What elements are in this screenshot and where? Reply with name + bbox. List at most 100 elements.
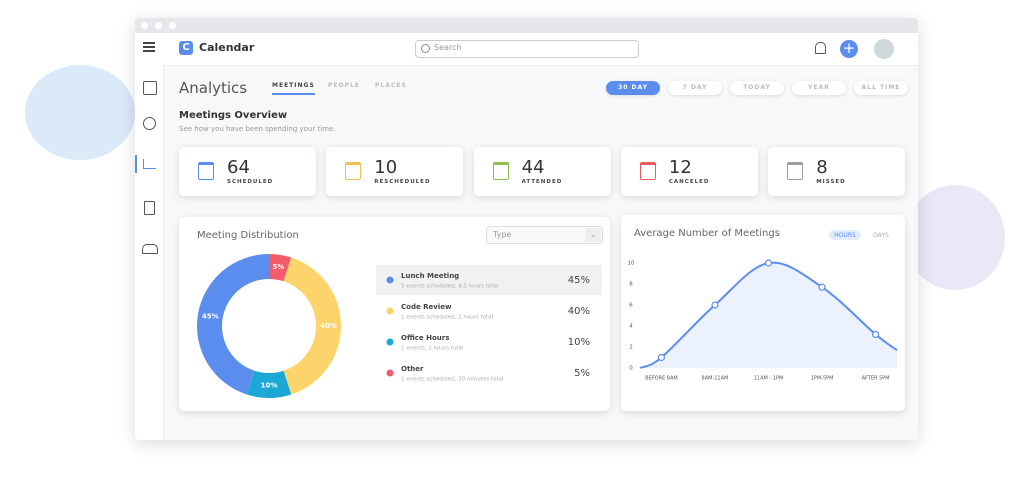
stat-value: 12 [668, 157, 692, 178]
legend-detail: 1 events, 1 hours total [401, 346, 464, 352]
document-icon[interactable] [144, 201, 155, 215]
stat-card [179, 147, 316, 196]
toggle-bg [829, 230, 861, 240]
legend-highlight[interactable] [376, 265, 602, 295]
segment-label: 5% [272, 263, 284, 271]
legend-detail: 1 events scheduled, 2 hours total [401, 315, 494, 321]
tab[interactable]: MEETINGS [272, 82, 315, 95]
legend-percent: 40% [568, 306, 590, 317]
calendar-icon[interactable] [143, 81, 157, 95]
x-tick-label: 1PM-5PM [811, 376, 834, 382]
legend-name: Office Hours [401, 334, 449, 342]
legend-dot [386, 276, 394, 284]
type-dropdown[interactable]: Type ⌄ [486, 226, 603, 244]
section-title: Meetings Overview [179, 110, 288, 121]
add-button[interactable]: + [840, 40, 858, 58]
average-card: Average Number of Meetings [621, 215, 905, 411]
legend-percent: 10% [568, 337, 590, 348]
range-button[interactable]: YEAR [792, 81, 846, 95]
point [871, 330, 880, 338]
search-placeholder: Search [434, 43, 462, 52]
legend-dot [386, 307, 394, 315]
legend-percent: 45% [568, 275, 590, 286]
section-subtitle: See how you have been spending your time… [179, 125, 336, 133]
people-icon[interactable] [142, 244, 158, 254]
x-tick-label: 11AM - 1PM [754, 376, 784, 382]
range-button[interactable]: 30 DAY [606, 81, 660, 95]
legend-dot [386, 338, 394, 346]
legend-name: Other [401, 365, 424, 373]
donut-segment [269, 254, 292, 282]
point [764, 259, 773, 267]
active-indicator [135, 155, 137, 173]
stat-icon [492, 162, 509, 180]
dropdown-label: Type [493, 230, 512, 239]
y-tick-label: 10 [628, 261, 635, 267]
stat-value: 44 [521, 157, 545, 178]
stat-card [768, 147, 906, 196]
x-tick-label: BEFORE 8AM [645, 376, 678, 382]
sidebar [135, 65, 164, 440]
y-tick-label: 8 [629, 282, 633, 288]
area [640, 262, 897, 368]
tab[interactable]: PLACES [375, 82, 407, 89]
donut-segment [246, 370, 292, 398]
window-dot[interactable] [155, 22, 162, 29]
clock-icon[interactable] [143, 117, 156, 130]
stat-value: 10 [374, 157, 398, 178]
dropdown-arrow: ⌄ [585, 228, 601, 242]
legend-detail: 1 events scheduled, 30 minutes total [401, 377, 504, 383]
point [711, 301, 719, 309]
stat-card [326, 147, 464, 196]
app-name: Calendar [199, 41, 255, 54]
range-button[interactable]: TODAY [730, 81, 784, 95]
x-tick-label: 8AM-11AM [702, 376, 729, 382]
legend-percent: 5% [574, 368, 590, 379]
legend-dot [386, 369, 394, 377]
window-dot[interactable] [141, 22, 148, 29]
stat-value: 8 [816, 157, 828, 178]
legend-detail: 5 events scheduled, 4.5 hours total [401, 284, 499, 290]
stat-icon [639, 162, 656, 180]
stat-label: SCHEDULED [227, 179, 274, 185]
analytics-icon[interactable] [143, 159, 156, 169]
legend-name: Lunch Meeting [401, 272, 459, 280]
segment-label: 40% [320, 322, 337, 330]
y-tick-label: 6 [629, 303, 633, 309]
window-dot[interactable] [169, 22, 176, 29]
stat-card [473, 147, 611, 196]
page-title: Analytics [179, 79, 248, 97]
search-box[interactable]: Search [415, 40, 639, 58]
card-title: Meeting Distribution [197, 230, 299, 241]
menu-icon[interactable] [143, 42, 155, 44]
title-bar [135, 18, 918, 33]
toggle[interactable]: HOURS [834, 232, 856, 239]
stat-value: 64 [227, 157, 250, 178]
decor-blob [25, 65, 135, 160]
segment-label: 10% [261, 382, 278, 390]
range-button[interactable]: 7 DAY [668, 81, 722, 95]
logo-icon: C [179, 41, 193, 55]
stat-icon [198, 162, 214, 180]
avatar[interactable] [874, 39, 894, 59]
y-tick-label: 4 [629, 324, 633, 330]
tab[interactable]: PEOPLE [328, 82, 360, 89]
toggle[interactable]: DAYS [873, 232, 889, 239]
y-tick-label: 2 [629, 345, 633, 351]
y-tick-label: 0 [629, 366, 633, 372]
stat-icon [787, 162, 804, 180]
stat-card [620, 147, 758, 196]
card-title: Average Number of Meetings [634, 228, 780, 239]
stat-icon [345, 162, 362, 180]
search-icon [421, 44, 430, 53]
point [657, 353, 666, 362]
point [818, 283, 826, 291]
bell-icon[interactable] [815, 42, 826, 54]
stat-label: CANCELED [668, 179, 710, 185]
stat-label: ATTENDED [521, 179, 563, 185]
range-button[interactable]: ALL TIME [854, 81, 908, 95]
legend-name: Code Review [401, 303, 452, 311]
segment-label: 45% [202, 313, 219, 321]
